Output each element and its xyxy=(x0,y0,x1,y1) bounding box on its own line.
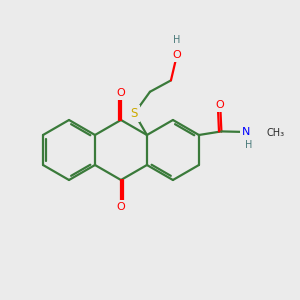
Text: CH₃: CH₃ xyxy=(266,128,284,138)
Text: N: N xyxy=(242,127,250,137)
Text: H: H xyxy=(173,35,181,45)
Text: O: O xyxy=(117,202,125,212)
Text: O: O xyxy=(117,88,125,98)
Text: S: S xyxy=(131,107,138,120)
Text: O: O xyxy=(172,50,181,60)
Text: O: O xyxy=(216,100,225,110)
Text: H: H xyxy=(245,140,253,150)
